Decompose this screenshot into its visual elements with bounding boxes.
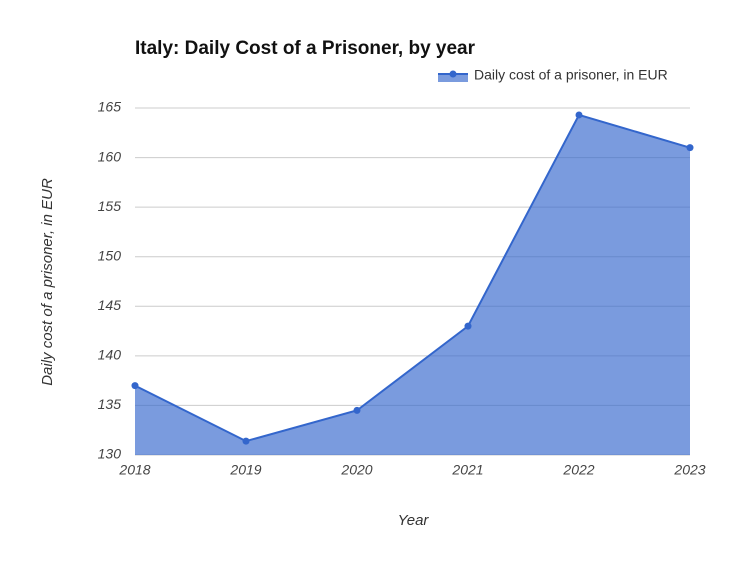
y-tick-label: 160 bbox=[98, 148, 122, 164]
y-tick-label: 165 bbox=[98, 99, 122, 115]
y-tick-label: 135 bbox=[98, 396, 122, 412]
y-tick-label: 130 bbox=[98, 446, 122, 462]
point bbox=[131, 382, 139, 390]
point bbox=[575, 111, 583, 119]
line bbox=[134, 113, 691, 443]
y-tick-label: 140 bbox=[98, 347, 122, 363]
x-tick-label: 2021 bbox=[451, 462, 483, 478]
x-axis-title: Year bbox=[398, 512, 430, 529]
point bbox=[464, 322, 472, 330]
legend-label: Daily cost of a prisoner, in EUR bbox=[474, 67, 668, 83]
y-tick-label: 155 bbox=[98, 198, 122, 214]
x-tick-label: 2020 bbox=[340, 462, 372, 478]
legend-point bbox=[449, 70, 457, 78]
y-tick-label: 150 bbox=[98, 247, 122, 263]
x-tick-label: 2019 bbox=[229, 462, 261, 478]
chart-title: Italy: Daily Cost of a Prisoner, by year bbox=[135, 38, 476, 59]
point bbox=[686, 144, 694, 152]
y-axis-title: Daily cost of a prisoner, in EUR bbox=[39, 178, 56, 386]
y-tick-label: 145 bbox=[98, 297, 122, 313]
x-tick-label: 2018 bbox=[118, 462, 150, 478]
area bbox=[135, 114, 690, 455]
legend-swatch bbox=[438, 74, 468, 82]
x-tick-label: 2023 bbox=[673, 462, 705, 478]
point bbox=[353, 406, 361, 414]
x-tick-label: 2022 bbox=[562, 462, 594, 478]
point bbox=[242, 437, 250, 445]
